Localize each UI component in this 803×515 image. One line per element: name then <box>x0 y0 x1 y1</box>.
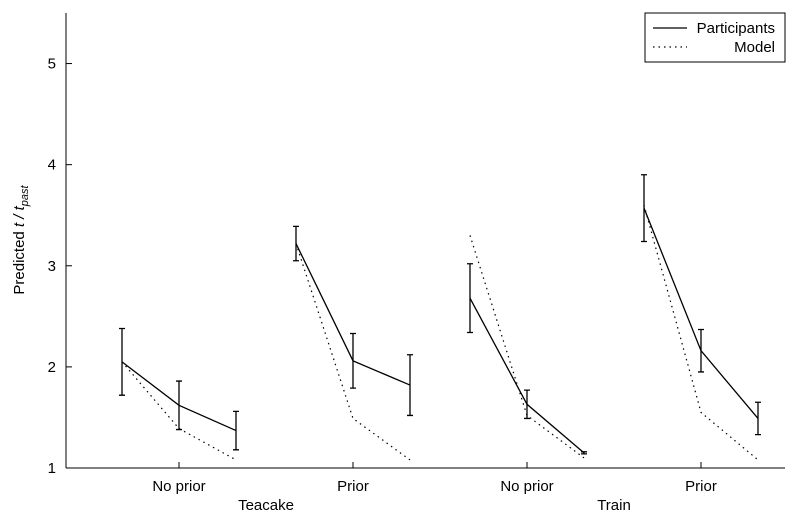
y-label-text: Predicted <box>11 231 28 294</box>
y-tick-label: 3 <box>48 258 56 275</box>
error-bar <box>467 263 473 334</box>
error-bar <box>407 354 413 417</box>
legend-label: Model <box>734 39 775 56</box>
y-axis-label: Predicted t / tpast <box>11 184 31 294</box>
y-tick-label: 1 <box>48 460 56 477</box>
error-bar <box>698 328 704 373</box>
x-tick-label: Prior <box>685 478 717 495</box>
model-line <box>469 235 585 459</box>
error-bar <box>524 389 530 420</box>
error-bar <box>119 327 125 396</box>
y-label-sub: past <box>19 184 31 207</box>
x-tick-label: Prior <box>337 478 369 495</box>
y-label-var: t / t <box>11 205 28 227</box>
y-tick-label: 2 <box>48 359 56 376</box>
x-tick-label: No prior <box>152 478 205 495</box>
y-tick-label: 4 <box>48 157 56 174</box>
participants-line <box>469 297 585 454</box>
legend-label: Participants <box>697 20 775 37</box>
y-tick-label: 5 <box>48 56 56 73</box>
error-bar <box>293 225 299 262</box>
x-tick-label: No prior <box>500 478 553 495</box>
error-bar <box>176 380 182 431</box>
error-bar <box>233 410 239 451</box>
error-bar <box>641 174 647 243</box>
error-bar <box>581 451 587 455</box>
legend-box <box>644 12 786 63</box>
error-bar <box>350 332 356 389</box>
participants-line <box>643 207 759 419</box>
x-group-label: Train <box>597 497 631 514</box>
x-group-label: Teacake <box>238 497 294 514</box>
model-line <box>643 204 759 461</box>
model-line <box>295 243 411 461</box>
error-bar <box>755 401 761 436</box>
